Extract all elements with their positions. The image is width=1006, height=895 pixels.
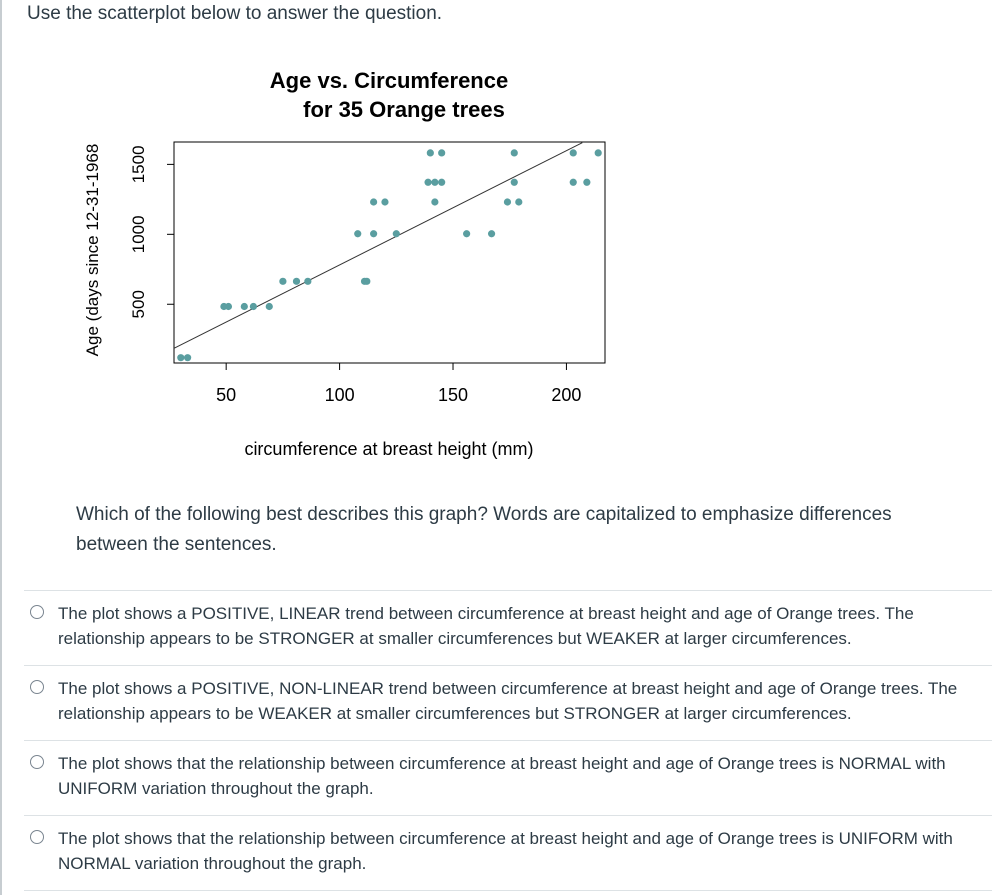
data-point bbox=[510, 149, 518, 157]
data-point bbox=[370, 198, 378, 206]
radio-button-4[interactable] bbox=[30, 830, 44, 844]
y-tick-label: 500 bbox=[129, 290, 148, 318]
question-text: Which of the following best describes th… bbox=[76, 504, 892, 555]
data-point bbox=[304, 277, 312, 285]
chart-title-line-2: for 35 Orange trees bbox=[303, 97, 505, 122]
answer-label-1: The plot shows a POSITIVE, LINEAR trend … bbox=[58, 604, 914, 648]
fit-line-group bbox=[173, 142, 583, 349]
x-axis-label: circumference at breast height (mm) bbox=[244, 439, 533, 459]
x-tick-label: 100 bbox=[325, 385, 355, 405]
chart-title-line-1: Age vs. Circumference bbox=[270, 68, 508, 93]
radio-button-1[interactable] bbox=[30, 605, 44, 619]
answer-option-2[interactable]: The plot shows a POSITIVE, NON-LINEAR tr… bbox=[24, 665, 992, 740]
y-axis-label: Age (days since 12-31-1968 bbox=[83, 144, 102, 357]
prompt-text: Use the scatterplot below to answer the … bbox=[27, 3, 443, 24]
data-point bbox=[184, 354, 192, 362]
data-point bbox=[583, 178, 591, 186]
data-point bbox=[510, 178, 518, 186]
data-point bbox=[381, 198, 389, 206]
data-point bbox=[224, 302, 233, 311]
answer-option-4[interactable]: The plot shows that the relationship bet… bbox=[24, 815, 992, 891]
data-point bbox=[363, 277, 371, 285]
scatterplot-figure: Age vs. Circumference for 35 Orange tree… bbox=[70, 58, 630, 468]
left-border bbox=[0, 0, 2, 895]
data-point bbox=[370, 230, 378, 238]
data-points bbox=[177, 149, 602, 362]
data-point bbox=[354, 230, 362, 238]
answer-list: The plot shows a POSITIVE, LINEAR trend … bbox=[24, 590, 992, 891]
data-point bbox=[392, 230, 400, 238]
answer-label-4: The plot shows that the relationship bet… bbox=[58, 829, 953, 873]
data-point bbox=[177, 354, 185, 362]
data-point bbox=[431, 198, 439, 206]
radio-button-3[interactable] bbox=[30, 755, 44, 769]
data-point bbox=[438, 149, 446, 157]
data-point bbox=[463, 230, 471, 238]
data-point bbox=[569, 178, 577, 186]
data-point bbox=[487, 230, 496, 238]
data-point bbox=[240, 302, 248, 311]
data-point bbox=[265, 302, 273, 311]
data-point bbox=[426, 149, 434, 157]
data-point bbox=[569, 149, 577, 157]
answer-label-3: The plot shows that the relationship bet… bbox=[58, 754, 946, 798]
data-point bbox=[279, 277, 287, 285]
data-point bbox=[431, 178, 439, 186]
data-point bbox=[292, 277, 301, 285]
data-point bbox=[424, 178, 432, 186]
x-tick-label: 200 bbox=[551, 385, 581, 405]
answer-option-3[interactable]: The plot shows that the relationship bet… bbox=[24, 740, 992, 815]
data-point bbox=[515, 198, 523, 206]
plot-axes: 50 100 150 200 500 1000 1500 bbox=[129, 141, 606, 405]
y-tick-label: 1000 bbox=[129, 215, 148, 253]
data-point bbox=[503, 198, 512, 206]
data-point bbox=[594, 149, 602, 157]
fit-line bbox=[173, 142, 583, 349]
scatterplot-svg: Age vs. Circumference for 35 Orange tree… bbox=[83, 68, 606, 459]
y-tick-label: 1500 bbox=[129, 145, 148, 183]
x-tick-label: 50 bbox=[216, 385, 236, 405]
data-point bbox=[249, 302, 257, 311]
data-point bbox=[438, 178, 446, 186]
answer-label-2: The plot shows a POSITIVE, NON-LINEAR tr… bbox=[58, 679, 958, 723]
radio-button-2[interactable] bbox=[30, 680, 44, 694]
plot-frame bbox=[173, 141, 606, 364]
answer-option-1[interactable]: The plot shows a POSITIVE, LINEAR trend … bbox=[24, 590, 992, 665]
x-tick-label: 150 bbox=[438, 385, 468, 405]
